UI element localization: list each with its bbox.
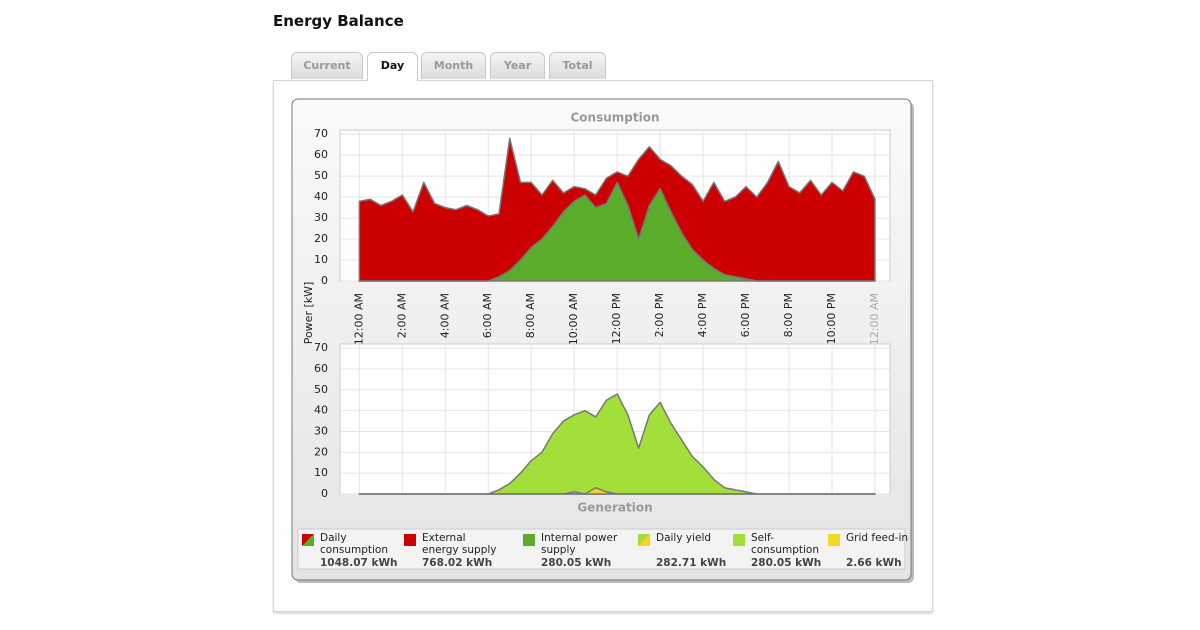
x-tick-label: 4:00 PM — [696, 293, 709, 337]
legend-item: Daily consumption 1048.07 kWh — [302, 531, 398, 569]
y-tick-label: 30 — [314, 211, 328, 224]
x-tick-label: 12:00 PM — [610, 293, 623, 344]
tab[interactable]: Current — [291, 52, 363, 79]
x-tick-label: 6:00 PM — [739, 293, 752, 337]
y-tick-label: 0 — [321, 274, 328, 287]
tab[interactable]: Month — [421, 52, 486, 79]
legend-value: 282.71 kWh — [656, 557, 727, 569]
tab[interactable]: Day — [367, 52, 418, 81]
y-tick-label: 30 — [314, 425, 328, 438]
x-tick-label: 8:00 AM — [524, 293, 537, 338]
legend-value: 2.66 kWh — [846, 557, 902, 569]
legend-swatch — [302, 534, 314, 546]
legend-label: Daily consumption — [320, 532, 388, 556]
legend-label: Grid feed-in — [846, 532, 909, 544]
legend-label: Self-consumption — [751, 532, 819, 556]
y-tick-label: 40 — [314, 190, 328, 203]
y-tick-label: 10 — [314, 466, 328, 479]
legend-label: Internal power supply — [541, 532, 618, 556]
legend-value: 280.05 kWh — [541, 557, 612, 569]
x-tick-label: 10:00 PM — [825, 293, 838, 344]
x-tick-label: 2:00 AM — [395, 293, 408, 338]
y-tick-label: 60 — [314, 362, 328, 375]
y-tick-label: 20 — [314, 445, 328, 458]
legend-swatch — [828, 534, 840, 546]
y-tick-label: 40 — [314, 404, 328, 417]
legend-item: Self-consumption 280.05 kWh — [733, 531, 821, 569]
y-tick-label: 50 — [314, 169, 328, 182]
y-tick-label: 70 — [314, 127, 328, 140]
y-tick-label: 10 — [314, 253, 328, 266]
panel — [273, 80, 933, 612]
area — [358, 487, 876, 495]
y-tick-label: 60 — [314, 148, 328, 161]
area — [358, 137, 876, 282]
legend-value: 1048.07 kWh — [320, 557, 398, 569]
x-tick-label: 12:00 AM — [352, 293, 365, 345]
x-tick-label: 8:00 PM — [782, 293, 795, 337]
legend-swatch — [638, 534, 650, 546]
x-tick-label: 10:00 AM — [567, 293, 580, 345]
page-title: Energy Balance — [273, 12, 404, 30]
legend-item: Grid feed-in 2.66 kWh — [828, 531, 918, 569]
y-tick-label: 0 — [321, 487, 328, 500]
legend-swatch — [404, 534, 416, 546]
legend-item: External energy supply 768.02 kWh — [404, 531, 497, 569]
y-tick-label: 50 — [314, 383, 328, 396]
chart-title: Generation — [577, 501, 652, 515]
legend-label: Daily yield — [656, 532, 712, 544]
legend-item: Internal power supply 280.05 kWh — [523, 531, 617, 569]
legend-item: Daily yield 282.71 kWh — [638, 531, 728, 569]
tab[interactable]: Year — [490, 52, 545, 79]
legend-box — [297, 528, 906, 570]
legend-swatch — [733, 534, 745, 546]
y-axis-label: Power [kW] — [302, 282, 315, 345]
x-tick-label: 6:00 AM — [481, 293, 494, 338]
x-tick-label: 4:00 AM — [438, 293, 451, 338]
chart-title: Consumption — [570, 111, 659, 125]
legend-label: External energy supply — [422, 532, 497, 556]
y-tick-label: 20 — [314, 232, 328, 245]
x-tick-label: 12:00 AM — [868, 293, 881, 345]
legend-value: 768.02 kWh — [422, 557, 493, 569]
tab[interactable]: Total — [549, 52, 606, 79]
y-tick-label: 70 — [314, 341, 328, 354]
legend-value: 280.05 kWh — [751, 557, 822, 569]
x-tick-label: 2:00 PM — [653, 293, 666, 337]
legend-swatch — [523, 534, 535, 546]
